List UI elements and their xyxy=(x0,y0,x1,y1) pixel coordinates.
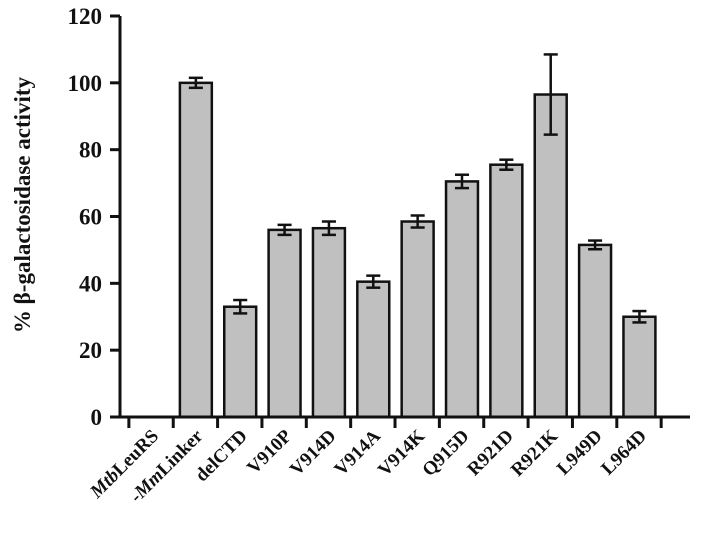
x-tick-label: V914A xyxy=(330,425,385,480)
bar xyxy=(533,93,568,419)
x-tick-label: R921D xyxy=(463,426,517,480)
y-axis: 0 20 40 60 80 100 120 xyxy=(68,4,122,430)
x-tick-label: V910P xyxy=(243,425,296,478)
bars xyxy=(178,53,657,419)
x-tick-label: V914K xyxy=(374,426,429,481)
x-tick-label: R921K xyxy=(507,426,562,481)
x-tick-label: L964D xyxy=(597,426,651,480)
bar xyxy=(444,180,480,419)
y-axis-title: % β-galactosidase activity xyxy=(10,76,35,333)
y-tick-label: 80 xyxy=(79,138,102,163)
bar xyxy=(577,243,613,419)
bar xyxy=(311,226,347,419)
x-tick-label: L949D xyxy=(553,426,607,480)
x-axis: MtbLeuRS-MmLinkerdelCTDV910PV914DV914AV9… xyxy=(85,415,690,507)
x-tick-label: Q915D xyxy=(418,426,473,481)
y-tick-label: 60 xyxy=(79,205,102,230)
y-tick-label: 120 xyxy=(68,4,103,29)
bar xyxy=(267,228,302,419)
y-tick-label: 0 xyxy=(91,405,103,430)
bar xyxy=(489,163,524,419)
bar xyxy=(356,280,391,419)
y-tick-label: 100 xyxy=(68,71,103,96)
y-tick-label: 40 xyxy=(79,271,102,296)
y-tick-label: 20 xyxy=(79,338,102,363)
bar xyxy=(400,220,435,419)
bar xyxy=(178,81,214,419)
bar xyxy=(622,315,657,419)
bar xyxy=(222,305,258,419)
x-tick-label: V914D xyxy=(286,426,340,480)
